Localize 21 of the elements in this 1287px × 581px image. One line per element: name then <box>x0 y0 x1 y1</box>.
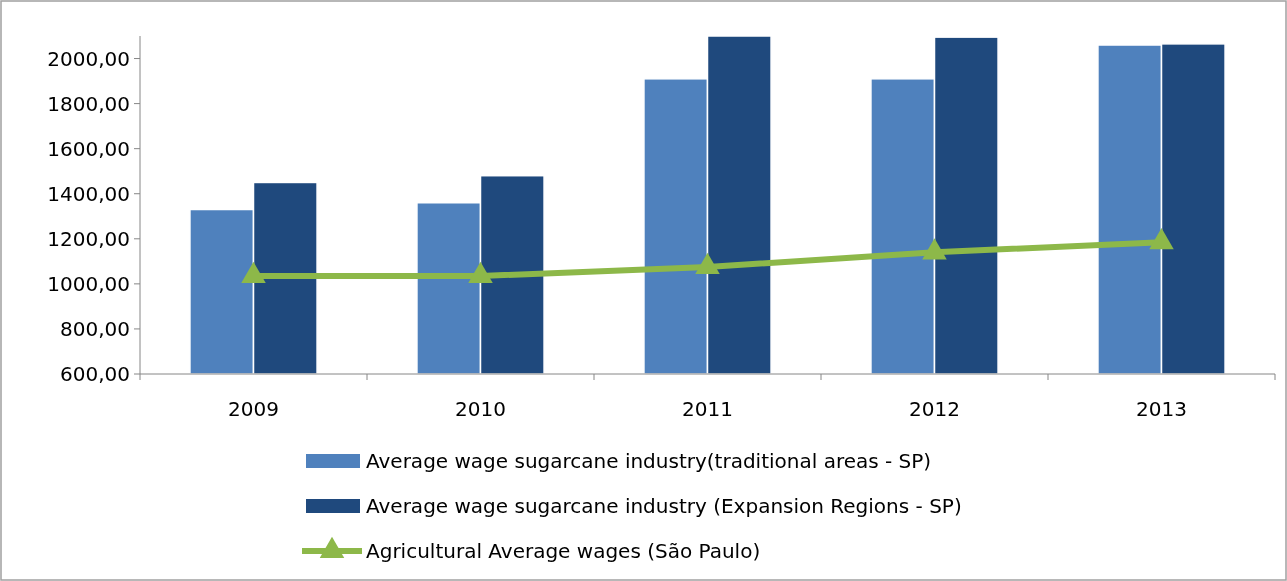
point <box>695 252 720 275</box>
x-tick-label: 2013 <box>1136 397 1187 421</box>
point <box>922 238 947 260</box>
y-tick-label: 1200,00 <box>47 226 130 251</box>
y-tick-label: 1800,00 <box>47 91 130 116</box>
legend-label: Average wage sugarcane industry (Expansion Regions - SP) <box>366 494 962 518</box>
x-tick-label: 2011 <box>682 397 733 421</box>
point <box>241 261 266 284</box>
x-tick-label: 2012 <box>909 397 960 421</box>
y-tick-label: 600,00 <box>60 362 130 386</box>
y-tick-label: 2000,00 <box>47 46 130 71</box>
point <box>468 261 493 284</box>
y-tick-label: 1400,00 <box>47 181 130 206</box>
y-tick-label: 1600,00 <box>47 136 130 161</box>
legend-label: Agricultural Average wages (São Paulo) <box>366 539 761 563</box>
y-tick-label: 800,00 <box>60 316 130 341</box>
x-tick-label: 2010 <box>455 397 506 421</box>
legend-label: Average wage sugarcane industry(traditional areas - SP) <box>366 449 932 473</box>
y-tick-label: 1000,00 <box>47 271 130 296</box>
point <box>1149 228 1174 250</box>
x-tick-label: 2009 <box>228 397 279 421</box>
